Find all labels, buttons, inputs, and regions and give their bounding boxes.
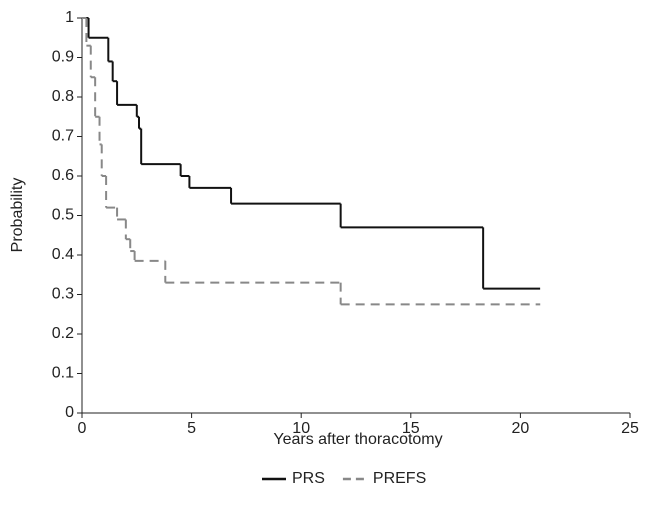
- x-axis-label: Years after thoracotomy: [273, 431, 442, 448]
- y-tick-label: 0.6: [52, 167, 74, 184]
- legend-label: PREFS: [373, 470, 426, 487]
- legend-label: PRS: [292, 470, 325, 487]
- y-tick-label: 1: [65, 9, 74, 26]
- y-tick-label: 0.3: [52, 286, 74, 303]
- y-tick-label: 0.1: [52, 365, 74, 382]
- y-tick-label: 0.5: [52, 207, 74, 224]
- x-tick-label: 5: [187, 420, 196, 437]
- y-tick-label: 0.7: [52, 128, 74, 145]
- x-tick-label: 0: [78, 420, 87, 437]
- y-tick-label: 0.8: [52, 88, 74, 105]
- y-tick-label: 0.4: [52, 246, 74, 263]
- y-tick-label: 0.9: [52, 49, 74, 66]
- x-tick-label: 20: [512, 420, 530, 437]
- x-tick-label: 15: [402, 420, 420, 437]
- y-tick-label: 0: [65, 404, 74, 421]
- x-tick-label: 10: [292, 420, 310, 437]
- y-tick-label: 0.2: [52, 325, 74, 342]
- y-axis-label: Probability: [9, 178, 26, 253]
- x-tick-label: 25: [621, 420, 639, 437]
